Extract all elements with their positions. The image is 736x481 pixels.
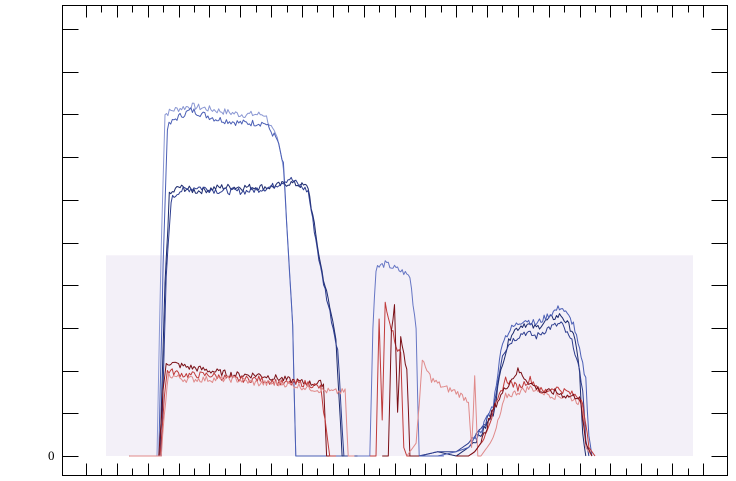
series-line bbox=[456, 367, 593, 457]
series-line bbox=[406, 359, 593, 457]
series-line bbox=[419, 305, 593, 457]
series-line bbox=[129, 180, 364, 457]
y-tick-label: 0 bbox=[48, 448, 55, 463]
y-tick-labels: 0 bbox=[48, 448, 55, 463]
series-lines bbox=[129, 102, 596, 457]
series-line bbox=[382, 304, 420, 457]
series-line bbox=[129, 107, 364, 457]
series-line bbox=[129, 176, 364, 457]
series-line bbox=[129, 372, 355, 457]
series-line bbox=[129, 361, 333, 457]
axis-ticks bbox=[62, 5, 728, 476]
series-line bbox=[419, 321, 590, 457]
